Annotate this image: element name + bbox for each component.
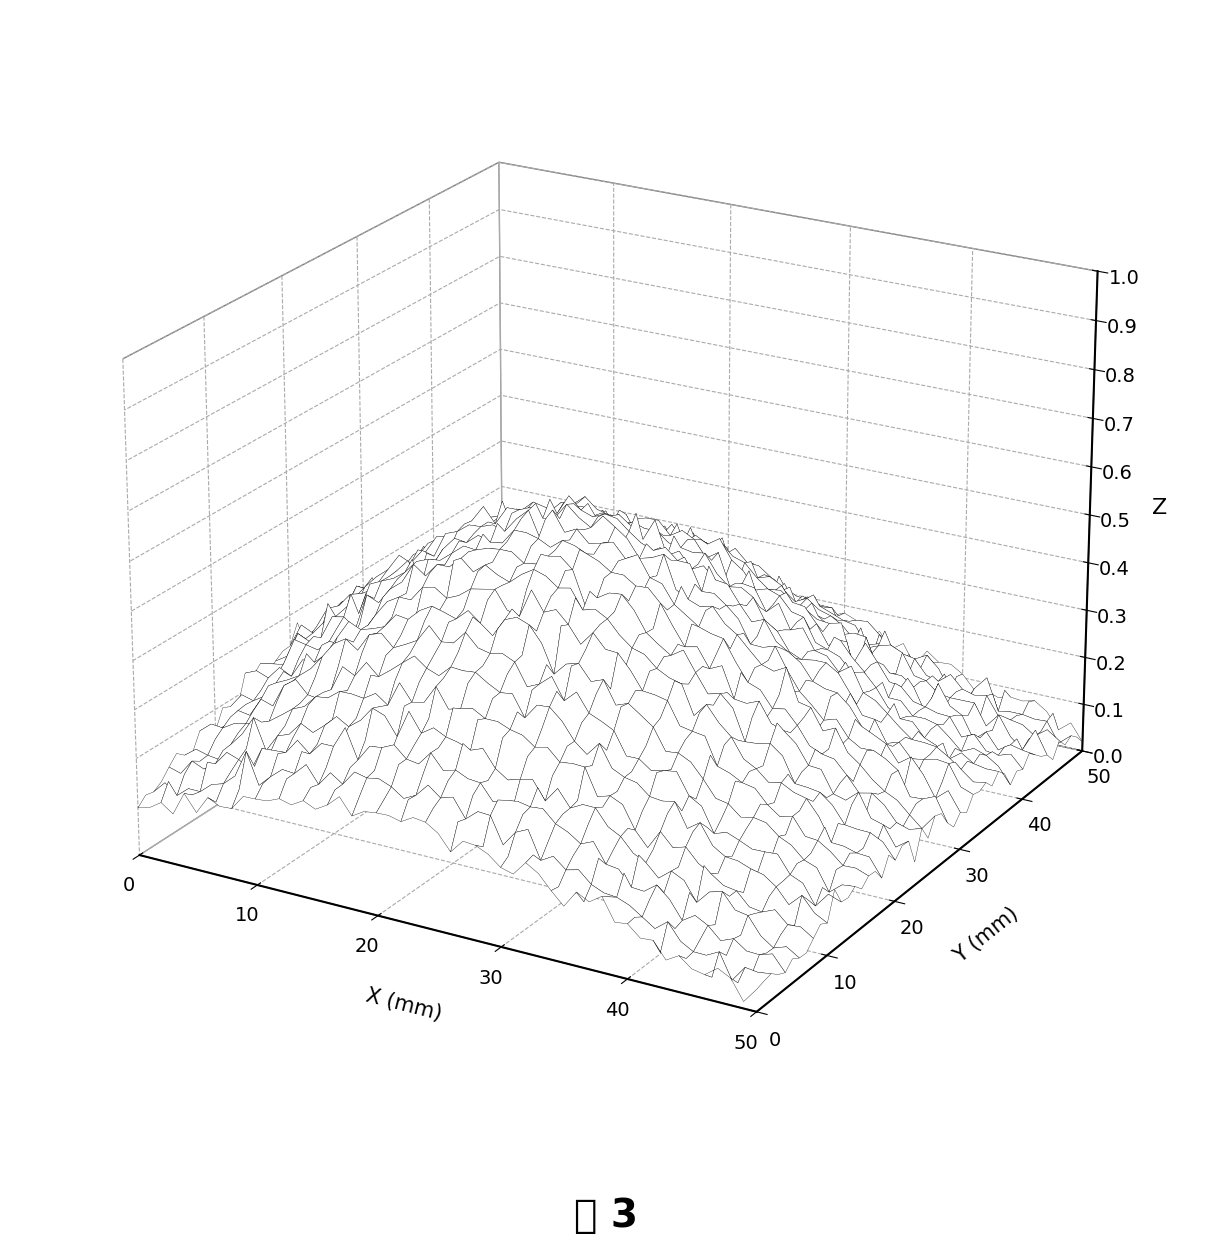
X-axis label: X (mm): X (mm) — [363, 986, 443, 1023]
Y-axis label: Y (mm): Y (mm) — [951, 904, 1022, 967]
Text: 图 3: 图 3 — [574, 1198, 637, 1235]
